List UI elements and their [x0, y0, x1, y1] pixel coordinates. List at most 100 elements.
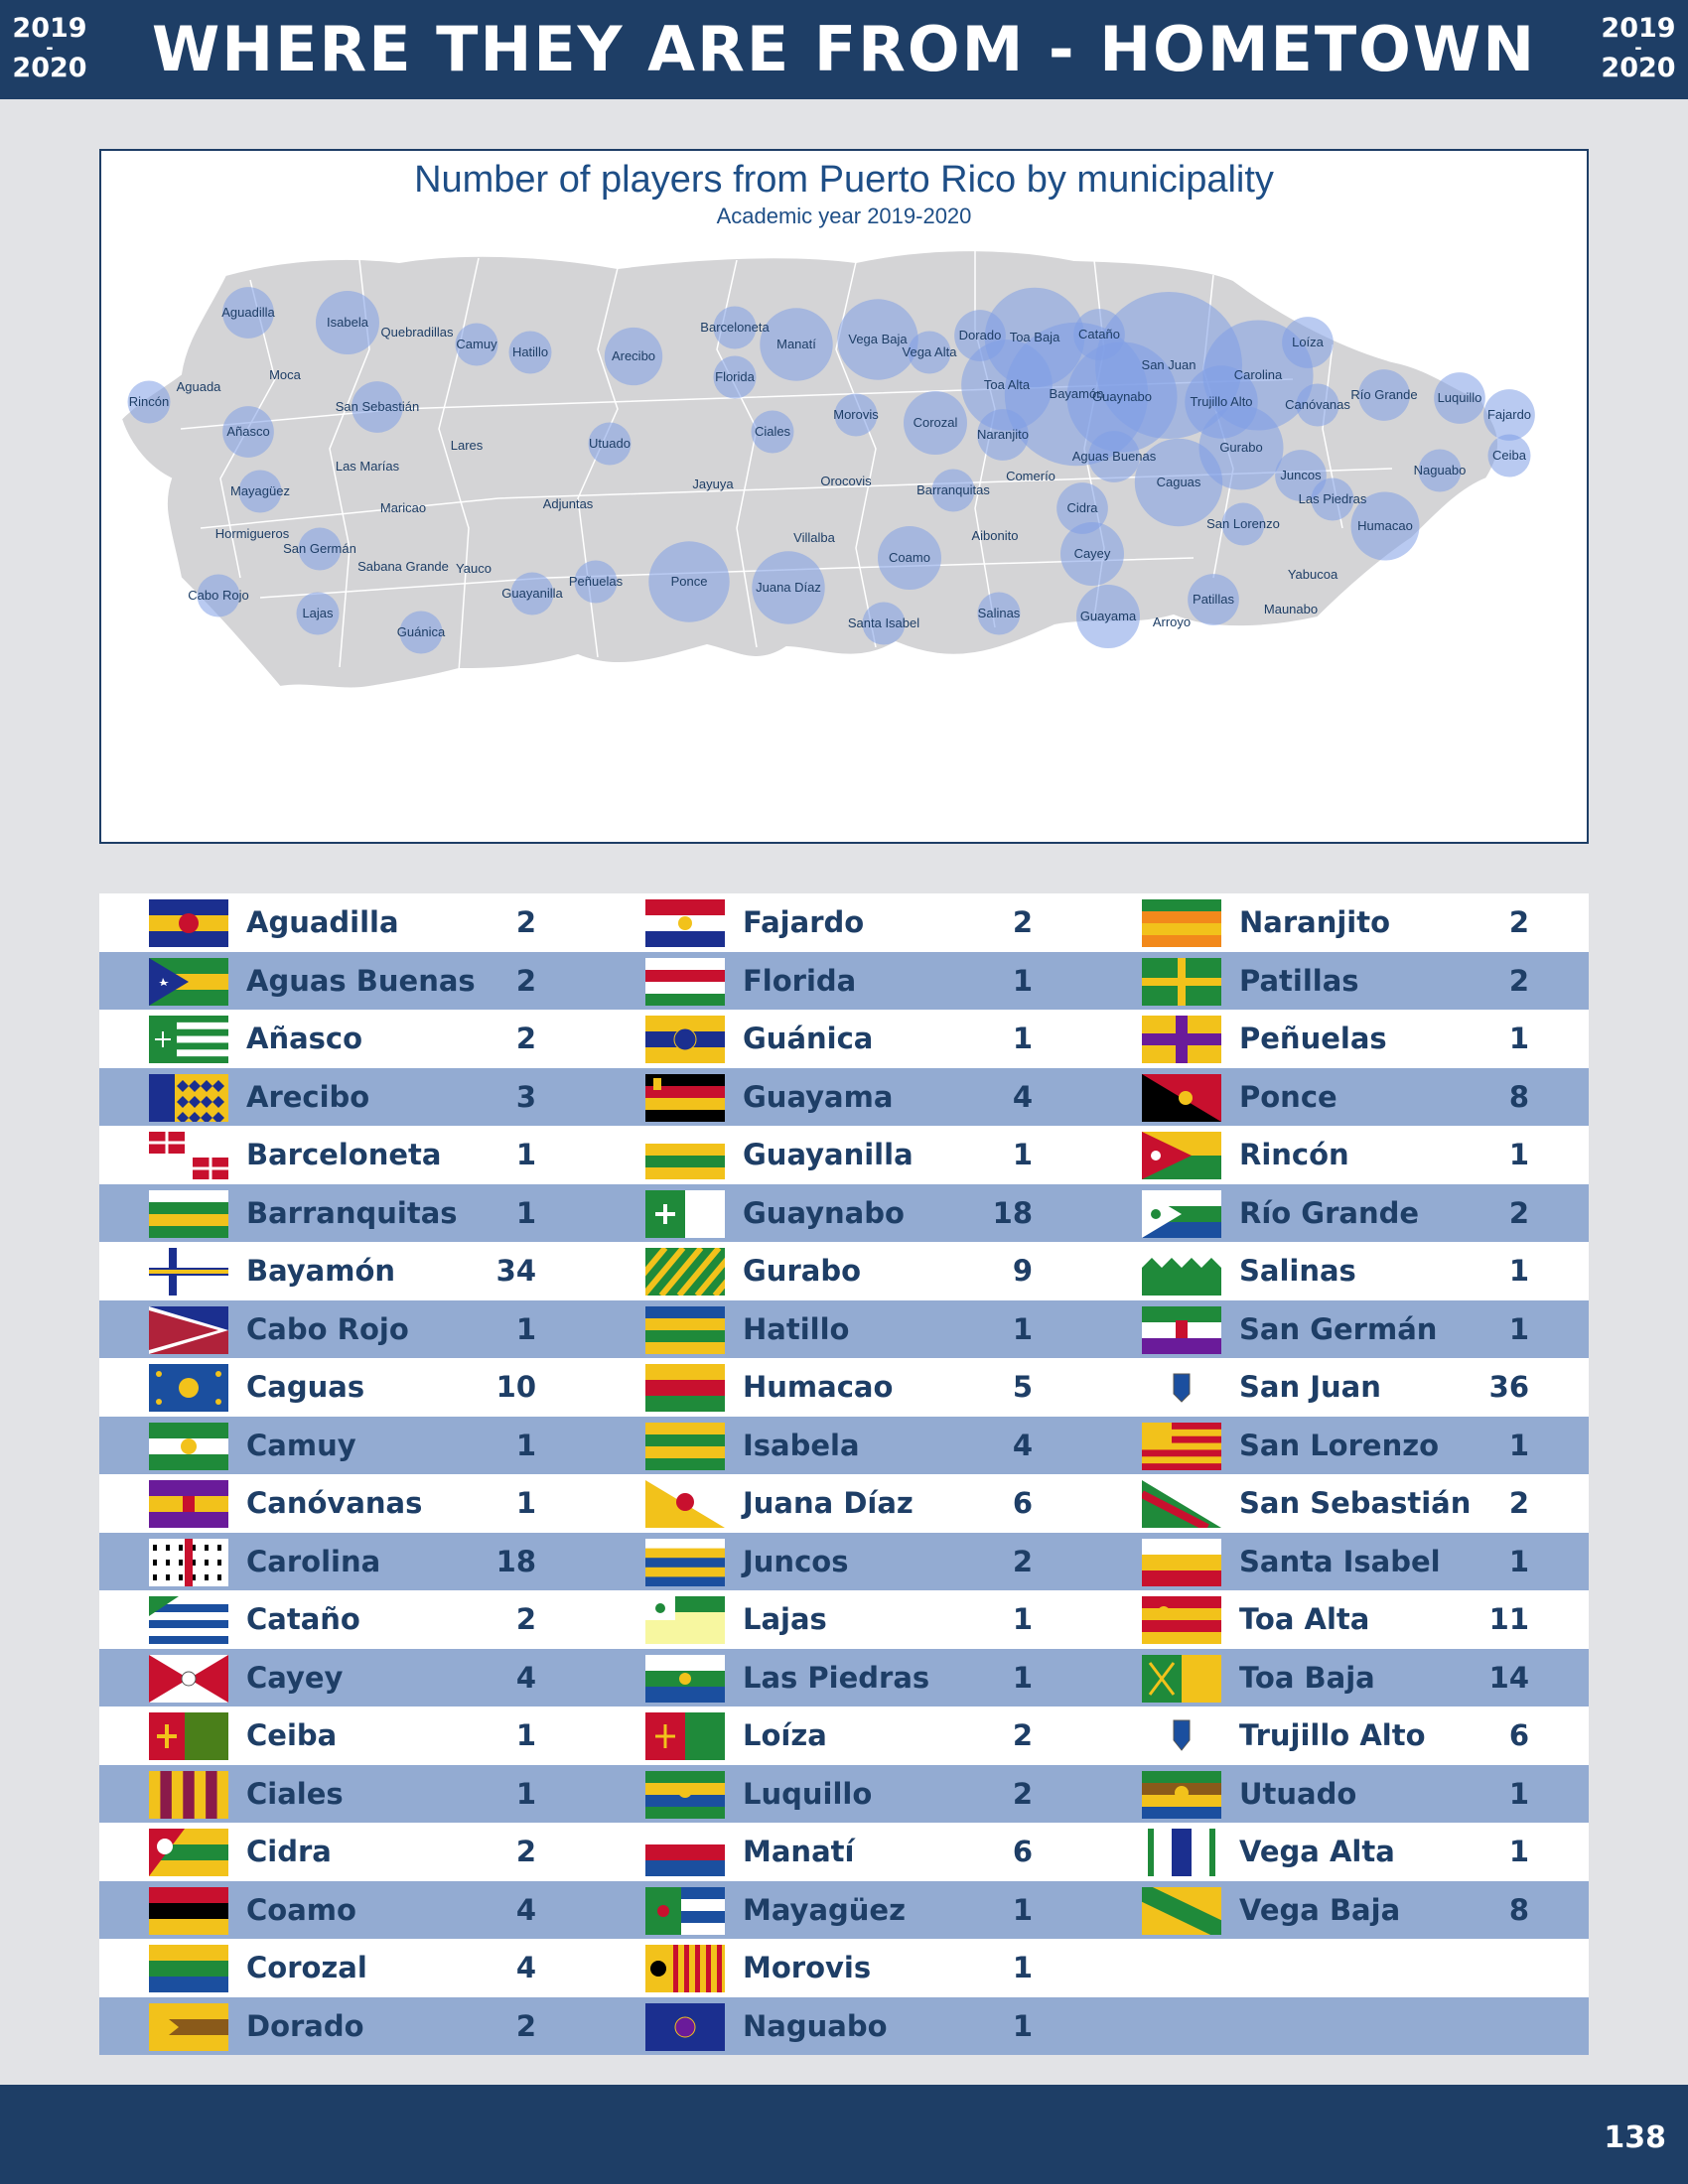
player-count: 6 [1012, 1486, 1033, 1520]
player-bubble [1311, 478, 1354, 521]
table-row: Cataño 2 [99, 1590, 596, 1649]
player-count: 18 [992, 1195, 1033, 1230]
municipality-label: Salinas [978, 606, 1021, 620]
municipality-label: Carolina [1234, 367, 1283, 382]
player-count: 2 [515, 1602, 536, 1636]
player-count: 2 [1012, 905, 1033, 939]
municipality-label: Yauco [456, 561, 492, 576]
player-bubble [751, 410, 794, 454]
table-row: Guayanilla 1 [596, 1126, 1092, 1184]
municipality-label: Hatillo [512, 344, 548, 359]
year-badge-left: 2019 - 2020 [12, 13, 87, 83]
player-bubble [1221, 502, 1265, 546]
table-row: Isabela 4 [596, 1416, 1092, 1474]
municipality-label: Orocovis [820, 474, 872, 488]
dorado-flag [149, 2002, 228, 2051]
guanica-flag [645, 1016, 725, 1063]
table-row: Cayey 4 [99, 1648, 596, 1706]
municipality-name: Dorado [246, 2008, 364, 2043]
municipality-label: Aibonito [972, 528, 1019, 543]
player-bubble [588, 422, 632, 466]
empty-row [1092, 1996, 1589, 2055]
player-count: 1 [1012, 1660, 1033, 1695]
table-row: Barceloneta 1 [99, 1126, 596, 1184]
hometown-table: Aguadilla 2 Aguas Buenas 2 Añasco 2 Arecibo 3 Ba… [99, 893, 1589, 2055]
municipality-name: San Germán [1239, 1311, 1438, 1346]
table-row: Camuy 1 [99, 1416, 596, 1474]
player-count: 4 [515, 1660, 536, 1695]
table-row: Guaynabo 18 [596, 1183, 1092, 1242]
mayaguez-flag [645, 1886, 725, 1935]
trujillo-alto-flag [1142, 1712, 1221, 1760]
player-count: 1 [1012, 2008, 1033, 2043]
table-row: Manatí 6 [596, 1823, 1092, 1881]
rincon-flag [1142, 1132, 1221, 1179]
municipality-label: Maunabo [1264, 602, 1318, 616]
isabela-flag [645, 1422, 725, 1470]
player-bubble [316, 291, 379, 354]
municipality-label: Ponce [671, 574, 708, 589]
municipality-label: Santa Isabel [848, 615, 919, 630]
player-bubble [1134, 438, 1223, 527]
page-number: 138 [1604, 2120, 1666, 2155]
table-row: Arecibo 3 [99, 1067, 596, 1126]
municipality-label: Río Grande [1350, 387, 1417, 402]
player-count: 9 [1012, 1254, 1033, 1288]
table-row: Ceiba 1 [99, 1706, 596, 1765]
municipality-label: Barranquitas [916, 482, 990, 497]
municipality-label: Toa Alta [984, 377, 1031, 392]
player-bubble [399, 611, 443, 654]
municipality-label: Juncos [1280, 468, 1322, 482]
municipality-name: Cayey [246, 1660, 344, 1695]
municipality-label: Guaynabo [1092, 389, 1152, 404]
guayanilla-flag [645, 1132, 725, 1179]
table-row: Ponce 8 [1092, 1067, 1589, 1126]
player-count: 1 [1508, 1776, 1529, 1811]
player-count: 5 [1012, 1370, 1033, 1404]
player-bubble [713, 355, 757, 399]
municipality-label: Hormigueros [215, 526, 290, 541]
player-bubble [1434, 372, 1485, 424]
municipality-label: Bayamón [1050, 386, 1104, 401]
player-count: 1 [1508, 1138, 1529, 1171]
bubble-layer [127, 287, 1535, 654]
player-bubble [1350, 491, 1420, 561]
player-bubble [222, 406, 274, 458]
municipality-name: Caguas [246, 1370, 365, 1404]
municipality-label: Coamo [889, 550, 930, 565]
municipality-name: Canóvanas [246, 1486, 423, 1520]
municipality-name: Carolina [246, 1544, 381, 1578]
player-count: 6 [1012, 1835, 1033, 1868]
player-count: 1 [515, 1486, 536, 1520]
player-count: 1 [1508, 1428, 1529, 1462]
municipality-label: Trujillo Alto [1190, 394, 1252, 409]
player-count: 1 [515, 1428, 536, 1462]
table-row: Vega Baja 8 [1092, 1880, 1589, 1939]
player-bubble [713, 306, 757, 349]
player-count: 1 [1012, 1138, 1033, 1171]
municipality-label: Loíza [1292, 335, 1325, 349]
player-count: 2 [1508, 1195, 1529, 1230]
player-bubble [1076, 585, 1140, 648]
municipality-name: Gurabo [743, 1254, 862, 1288]
player-bubble [1418, 449, 1462, 492]
guaynabo-flag [645, 1189, 725, 1238]
player-count: 1 [1012, 1022, 1033, 1055]
municipality-label: Naguabo [1414, 463, 1467, 478]
player-bubble [1066, 341, 1178, 453]
carolina-flag [149, 1538, 228, 1586]
player-count: 4 [515, 1951, 536, 1984]
table-row: Fajardo 2 [596, 893, 1092, 952]
player-bubble [977, 409, 1029, 461]
page-title: WHERE THEY ARE FROM - HOMETOWN [151, 13, 1537, 85]
municipality-name: Barceloneta [246, 1138, 442, 1171]
player-count: 2 [515, 963, 536, 998]
empty-row [1092, 1939, 1589, 1997]
municipality-name: Río Grande [1239, 1195, 1420, 1230]
player-count: 1 [1508, 1022, 1529, 1055]
player-count: 14 [1488, 1660, 1529, 1695]
player-count: 2 [1508, 905, 1529, 939]
manati-flag [645, 1829, 725, 1876]
player-bubble [508, 331, 552, 374]
municipality-name: Utuado [1239, 1776, 1357, 1811]
